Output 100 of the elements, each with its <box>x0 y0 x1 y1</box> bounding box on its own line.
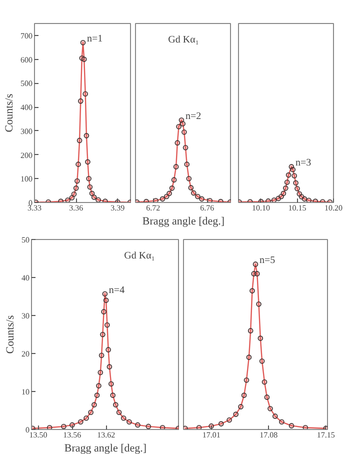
point <box>160 424 166 430</box>
point <box>80 40 86 46</box>
point <box>173 164 179 170</box>
point <box>88 410 94 416</box>
y-tick-label: 600 <box>20 55 32 64</box>
x-tick-label: 10.10 <box>252 204 270 212</box>
point <box>84 415 89 421</box>
x-tick-label: 13.62 <box>97 430 116 440</box>
x-tick-label: 6.76 <box>200 204 214 212</box>
point <box>146 424 152 430</box>
y-tick-label: 30 <box>22 312 30 320</box>
point <box>293 180 298 186</box>
point <box>288 423 294 428</box>
y-tick-label: 100 <box>20 174 32 184</box>
y-axis-title: Counts/s <box>4 94 16 132</box>
point <box>264 394 270 400</box>
point <box>184 162 190 167</box>
point <box>218 198 224 202</box>
point <box>135 422 140 428</box>
point <box>182 144 188 150</box>
x-axis-title: Bragg angle [deg.] <box>142 216 225 228</box>
y-tick-label: 500 <box>20 79 32 88</box>
point <box>126 419 132 425</box>
x-tick-label: 6.72 <box>146 204 160 212</box>
x-tick-label: 3.36 <box>69 204 84 212</box>
point <box>190 190 196 196</box>
point <box>73 186 79 191</box>
annotation: n=1 <box>87 34 103 45</box>
point <box>102 291 108 296</box>
point <box>246 354 252 360</box>
point <box>108 381 114 387</box>
point <box>166 190 172 196</box>
point <box>74 178 80 184</box>
point <box>182 129 187 135</box>
x-tick-label: 10.15 <box>288 204 306 212</box>
annotation: n=3 <box>295 158 312 169</box>
point <box>65 197 70 202</box>
point <box>89 190 95 196</box>
y-tick-label: 50 <box>22 236 30 244</box>
point <box>103 298 109 303</box>
point <box>106 364 112 370</box>
point <box>195 194 200 200</box>
point <box>226 417 232 423</box>
point <box>71 192 77 197</box>
point <box>199 196 204 202</box>
point <box>160 196 166 202</box>
y-tick-label: 400 <box>20 103 32 112</box>
point <box>85 159 90 165</box>
point <box>271 197 277 202</box>
point <box>113 402 118 408</box>
point <box>46 424 52 430</box>
point <box>61 424 66 430</box>
point <box>233 412 239 417</box>
point <box>176 124 182 130</box>
x-tick-label: 17.15 <box>316 430 335 440</box>
annotation: n=4 <box>108 284 125 296</box>
point <box>98 370 104 376</box>
point <box>306 198 312 202</box>
y-tick-label: 20 <box>22 350 30 358</box>
point <box>244 377 250 383</box>
point <box>272 414 278 419</box>
point <box>84 133 90 138</box>
point <box>218 421 224 426</box>
point <box>292 173 297 178</box>
point <box>98 352 104 358</box>
point <box>279 419 284 425</box>
point <box>76 162 81 167</box>
point <box>241 392 247 398</box>
point <box>282 186 288 191</box>
y-axis-title: Counts/s <box>4 315 16 354</box>
point <box>188 185 194 190</box>
point <box>110 392 116 398</box>
point <box>70 422 75 428</box>
point <box>58 198 64 202</box>
point <box>87 184 93 190</box>
point <box>254 271 260 276</box>
point <box>196 424 202 430</box>
point <box>252 262 258 267</box>
point <box>302 424 308 430</box>
point <box>91 194 97 200</box>
point <box>302 196 308 202</box>
annotation: Gd Kα₁ <box>168 34 199 46</box>
point <box>96 383 102 388</box>
point <box>96 197 101 202</box>
point <box>102 198 108 202</box>
point <box>290 166 296 172</box>
y-tick-label: 700 <box>20 31 32 40</box>
point <box>94 392 100 398</box>
point <box>116 410 122 416</box>
point <box>144 198 149 202</box>
x-tick-label: 3.39 <box>110 204 125 212</box>
annotation: Gd Kα₁ <box>124 250 155 262</box>
point <box>104 322 110 328</box>
point <box>120 415 126 421</box>
point <box>184 426 188 430</box>
point <box>259 358 265 364</box>
x-tick-label: 10.20 <box>324 204 342 212</box>
point <box>76 138 82 144</box>
point <box>186 176 192 182</box>
point <box>238 404 244 410</box>
